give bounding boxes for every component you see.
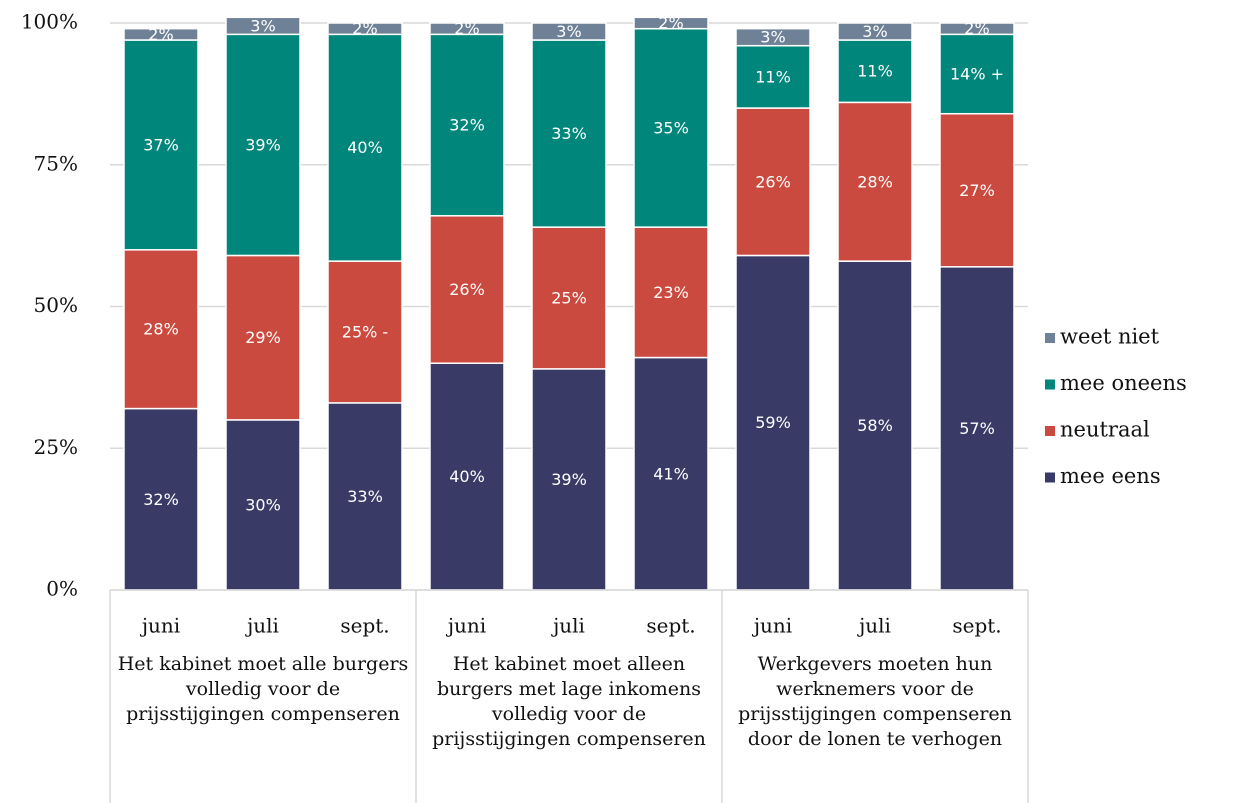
x-tick-label: sept. <box>340 614 389 638</box>
group-label: Het kabinet moet alle burgers volledig v… <box>117 653 409 725</box>
x-tick-label: juni <box>752 614 792 638</box>
data-label: 32% <box>449 116 485 135</box>
data-label: 59% <box>755 413 791 432</box>
bar-segment <box>225 16 301 36</box>
bar-segment <box>939 112 1015 268</box>
bar-segment <box>123 27 199 41</box>
data-label: 3% <box>250 16 275 35</box>
data-label: 25% <box>551 288 587 307</box>
data-label: 39% <box>551 470 587 489</box>
bar-segment <box>633 226 709 359</box>
data-label: 33% <box>347 487 383 506</box>
data-label: 57% <box>959 419 995 438</box>
group-label: Werkgevers moeten hun werknemers voor de… <box>738 653 1012 750</box>
legend-label: weet niet <box>1060 325 1160 349</box>
legend-label: mee oneens <box>1060 371 1187 395</box>
bar-segment <box>531 22 607 41</box>
bar-segment <box>633 27 709 228</box>
bar-segment <box>123 39 199 251</box>
bar-segment <box>531 226 607 370</box>
bar-segment <box>837 39 913 104</box>
bar-segment <box>837 260 913 591</box>
legend-swatch <box>1045 379 1055 390</box>
data-label: 3% <box>760 28 785 47</box>
bar-segment <box>429 215 505 364</box>
data-label: 11% <box>857 62 893 81</box>
data-label: 2% <box>352 19 377 38</box>
data-label: 27% <box>959 181 995 200</box>
x-tick-label: juni <box>446 614 486 638</box>
bar-segment <box>327 33 403 262</box>
bar-segment <box>735 44 811 109</box>
bar-segment <box>939 22 1015 36</box>
data-label: 25% - <box>342 323 388 342</box>
data-label: 28% <box>143 320 179 339</box>
bar-segment <box>327 22 403 36</box>
y-tick-label: 75% <box>34 151 78 175</box>
data-label: 2% <box>454 19 479 38</box>
data-label: 26% <box>755 172 791 191</box>
data-label: 35% <box>653 118 689 137</box>
y-tick-label: 0% <box>46 577 78 601</box>
y-tick-label: 25% <box>34 435 78 459</box>
bar-segment <box>429 362 505 591</box>
bar-segment <box>327 402 403 591</box>
data-label: 40% <box>347 138 383 157</box>
legend-swatch <box>1045 333 1055 343</box>
bar-segment <box>735 107 811 257</box>
data-label: 2% <box>964 19 989 38</box>
bar-segment <box>123 407 199 591</box>
x-tick-label: sept. <box>646 614 695 638</box>
y-tick-label: 50% <box>34 293 78 317</box>
bar-segment <box>225 254 301 421</box>
bar-segment <box>837 22 913 41</box>
data-label: 23% <box>653 283 689 302</box>
x-tick-label: sept. <box>952 614 1001 638</box>
data-label: 39% <box>245 135 281 154</box>
bar-segment <box>735 254 811 591</box>
bar-segment <box>939 266 1015 591</box>
bar-segment <box>123 249 199 410</box>
legend-swatch <box>1045 426 1055 436</box>
x-tick-label: juli <box>857 614 891 638</box>
data-label: 41% <box>653 464 689 483</box>
data-label: 26% <box>449 280 485 299</box>
bar-segment <box>531 39 607 228</box>
bar-segment <box>327 260 403 404</box>
bar-segment <box>429 33 505 217</box>
y-tick-label: 100% <box>21 10 78 34</box>
data-label: 11% <box>755 67 791 86</box>
data-label: 3% <box>556 22 581 41</box>
bar-segment <box>225 419 301 591</box>
data-label: 33% <box>551 124 587 143</box>
data-label: 14% + <box>950 65 1004 84</box>
bar-segment <box>939 33 1015 115</box>
bar-segment <box>429 22 505 36</box>
bar-segment <box>837 101 913 262</box>
legend-label: mee eens <box>1060 464 1161 488</box>
data-label: 30% <box>245 495 281 514</box>
x-tick-label: juni <box>140 614 180 638</box>
legend-label: neutraal <box>1060 418 1150 442</box>
data-label: 2% <box>148 25 173 44</box>
data-label: 28% <box>857 172 893 191</box>
x-tick-label: juli <box>245 614 279 638</box>
bar-segment <box>735 27 811 47</box>
data-label: 2% <box>658 14 683 33</box>
data-label: 37% <box>143 135 179 154</box>
bar-segment <box>633 16 709 30</box>
group-label: Het kabinet moet alleen burgers met lage… <box>432 653 706 750</box>
data-label: 58% <box>857 416 893 435</box>
data-label: 3% <box>862 22 887 41</box>
data-label: 32% <box>143 490 179 509</box>
legend-swatch <box>1045 472 1055 483</box>
x-tick-label: juli <box>551 614 585 638</box>
data-label: 40% <box>449 467 485 486</box>
data-label: 29% <box>245 328 281 347</box>
